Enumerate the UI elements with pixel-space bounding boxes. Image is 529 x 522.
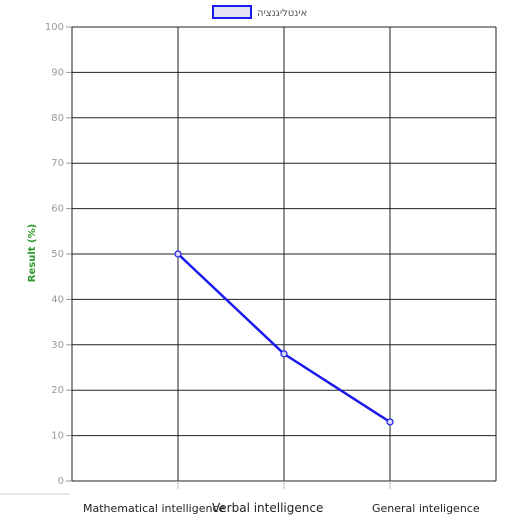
legend: אינטליגנציה — [212, 5, 307, 19]
y-tick-label: 90 — [51, 67, 64, 78]
y-tick-label: 40 — [51, 294, 64, 305]
y-tick-label: 60 — [51, 204, 64, 215]
y-axis-ticks: 0 10 20 30 40 50 60 70 80 90 100 — [45, 22, 64, 487]
y-tick-label: 80 — [51, 113, 64, 124]
x-tick-label: Verbal intelligence — [212, 501, 324, 515]
x-tick-label: Mathematical intelligence — [83, 502, 226, 515]
data-point — [280, 350, 288, 358]
data-point — [386, 418, 394, 426]
series — [174, 250, 394, 426]
x-tick-label: General inteligence — [372, 502, 480, 515]
y-tick-label: 10 — [51, 431, 64, 442]
y-tick-label: 50 — [51, 249, 64, 260]
y-tick-label: 0 — [58, 476, 64, 487]
y-tick-label: 20 — [51, 385, 64, 396]
data-point — [174, 250, 182, 258]
legend-series-label: אינטליגנציה — [257, 8, 307, 19]
y-axis-label: Result (%) — [27, 224, 38, 282]
y-tick-label: 100 — [45, 22, 64, 33]
y-tick-label: 30 — [51, 340, 64, 351]
grid — [0, 26, 497, 495]
legend-swatch — [212, 5, 252, 19]
y-tick-label: 70 — [51, 158, 64, 169]
